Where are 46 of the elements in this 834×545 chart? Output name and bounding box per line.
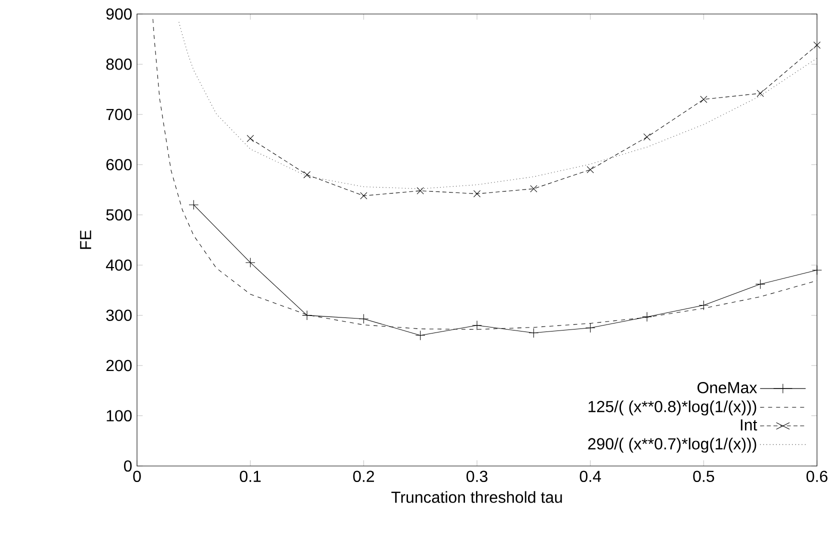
x-tick-label: 0.4 (580, 470, 601, 482)
point (585, 322, 596, 333)
legend-label: 290/( (x**0.7)*log(1/(x))) (588, 438, 756, 453)
y-tick-label: 800 (106, 58, 132, 70)
x-tick-label: 0.3 (466, 470, 488, 482)
point (642, 312, 652, 322)
legend-label: Int (740, 419, 758, 431)
y-tick-label: 100 (106, 410, 132, 422)
y-tick-label: 700 (106, 108, 132, 120)
y-tick-label: 300 (106, 310, 132, 321)
point (756, 90, 764, 97)
y-tick-label: 500 (106, 209, 132, 221)
y-tick-label: 600 (106, 159, 132, 170)
point (415, 330, 426, 340)
point (188, 200, 199, 210)
point (472, 320, 482, 330)
point (586, 166, 594, 174)
y-tick-label: 400 (106, 259, 132, 271)
point (700, 96, 708, 103)
point (358, 314, 369, 324)
point (530, 185, 538, 192)
x-axis-title: Truncation threshold tau (391, 491, 562, 503)
x-tick-label: 0.6 (806, 470, 828, 482)
legend-label: OneMax (697, 382, 758, 394)
point (755, 279, 766, 290)
x-tick-label: 0.5 (693, 470, 714, 482)
point (360, 192, 368, 200)
y-tick-label: 0 (124, 460, 132, 472)
point (245, 258, 256, 268)
point (303, 171, 311, 178)
point (698, 300, 709, 310)
point (302, 310, 312, 320)
x-tick-label: 0.1 (240, 470, 261, 482)
point (643, 133, 651, 141)
x-tick-label: 0.2 (353, 470, 374, 482)
y-axis-title: FE (80, 230, 92, 249)
point (528, 328, 539, 338)
point (246, 134, 254, 142)
point (812, 265, 822, 276)
point (416, 187, 424, 194)
legend-label: 125/( (x**0.8)*log(1/(x))) (588, 400, 756, 416)
point (473, 190, 481, 198)
point (813, 42, 821, 49)
x-tick-label: 0 (133, 470, 141, 482)
y-tick-label: 200 (106, 360, 132, 372)
y-tick-label: 900 (106, 8, 132, 20)
